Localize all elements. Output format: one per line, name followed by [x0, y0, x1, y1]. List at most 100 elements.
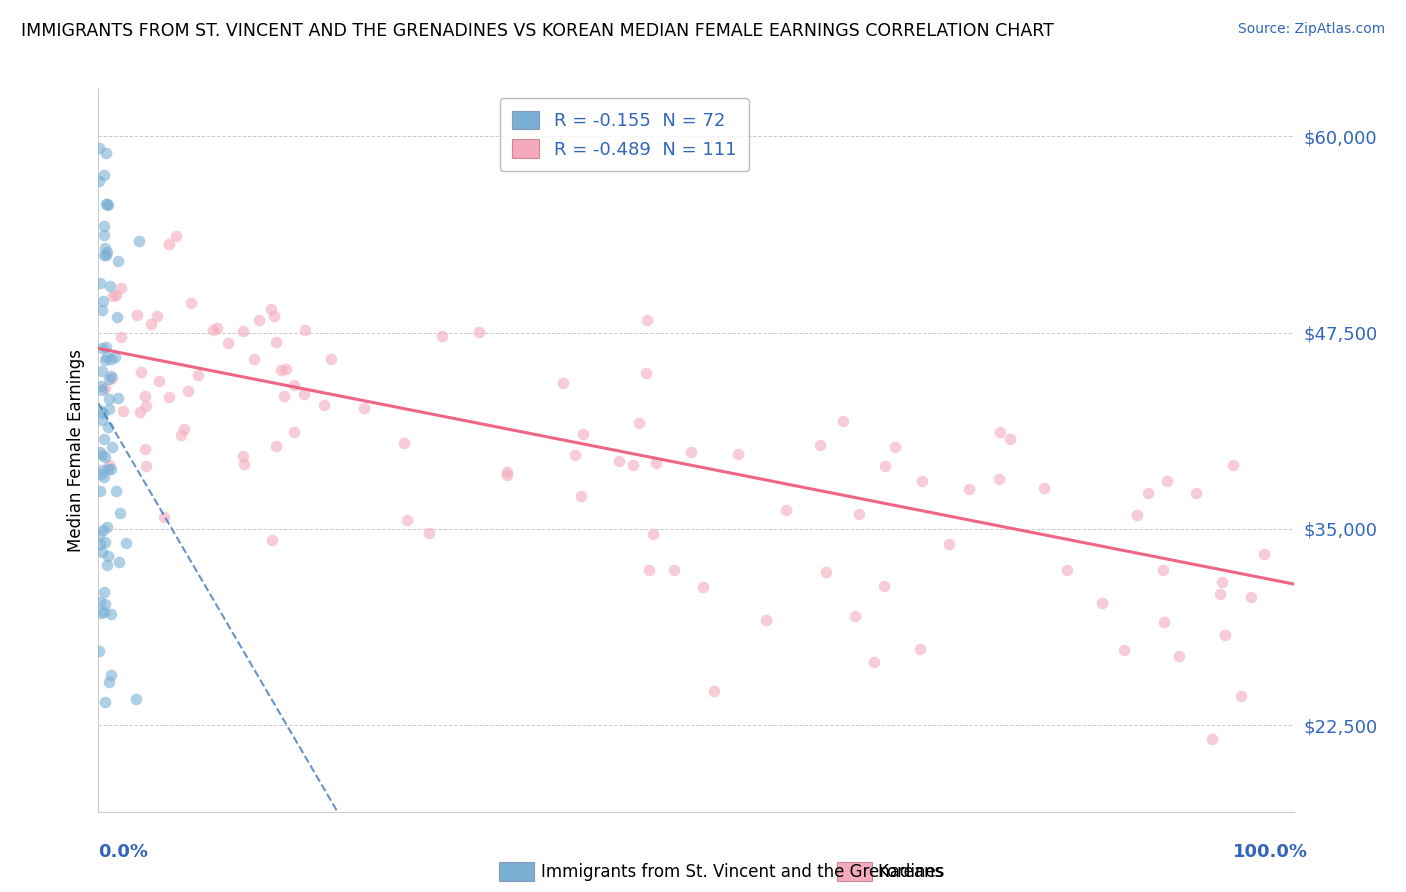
Point	[1091, 596, 1114, 610]
Point	[134, 442, 156, 456]
Point	[263, 309, 285, 323]
Point	[98, 279, 121, 293]
Point	[110, 281, 132, 295]
Point	[1222, 458, 1244, 472]
Point	[569, 490, 592, 504]
Point	[755, 613, 778, 627]
Point	[90, 404, 112, 418]
Point	[134, 389, 156, 403]
Point	[90, 463, 112, 477]
Point	[177, 384, 200, 399]
Point	[139, 317, 162, 331]
Point	[634, 367, 657, 381]
Point	[100, 352, 122, 367]
Point	[89, 595, 111, 609]
Point	[157, 390, 180, 404]
Point	[1240, 590, 1263, 604]
Point	[89, 276, 111, 290]
Point	[260, 301, 283, 316]
Point	[1185, 485, 1208, 500]
Legend: R = -0.155  N = 72, R = -0.489  N = 111: R = -0.155 N = 72, R = -0.489 N = 111	[499, 98, 749, 171]
Point	[283, 425, 305, 440]
Point	[170, 428, 193, 442]
Point	[89, 537, 111, 551]
Point	[911, 474, 934, 488]
Point	[107, 253, 129, 268]
Point	[266, 334, 288, 349]
Point	[91, 448, 114, 462]
Point	[432, 329, 454, 343]
Point	[205, 321, 228, 335]
Point	[292, 387, 315, 401]
Point	[129, 405, 152, 419]
Point	[353, 401, 375, 415]
Point	[1168, 648, 1191, 663]
Point	[89, 528, 111, 542]
Point	[89, 484, 111, 499]
Point	[157, 237, 180, 252]
Point	[108, 506, 131, 520]
Point	[180, 295, 202, 310]
Point	[93, 168, 115, 182]
Point	[94, 597, 117, 611]
Point	[957, 483, 980, 497]
Point	[273, 389, 295, 403]
Point	[89, 445, 111, 459]
Point	[96, 558, 118, 572]
Text: 100.0%: 100.0%	[1233, 843, 1308, 861]
Point	[93, 227, 115, 242]
Point	[201, 323, 224, 337]
Point	[94, 450, 117, 464]
Point	[145, 309, 167, 323]
Point	[165, 229, 187, 244]
Point	[100, 461, 122, 475]
Point	[89, 644, 111, 658]
Point	[101, 371, 124, 385]
Point	[135, 458, 157, 473]
Point	[90, 379, 112, 393]
Point	[495, 467, 517, 482]
Point	[988, 472, 1011, 486]
Text: IMMIGRANTS FROM ST. VINCENT AND THE GRENADINES VS KOREAN MEDIAN FEMALE EARNINGS : IMMIGRANTS FROM ST. VINCENT AND THE GREN…	[21, 22, 1054, 40]
Point	[91, 341, 114, 355]
Point	[91, 413, 114, 427]
Point	[105, 288, 128, 302]
Point	[91, 544, 114, 558]
Point	[101, 440, 124, 454]
Point	[607, 454, 630, 468]
Point	[152, 509, 174, 524]
Point	[703, 684, 725, 698]
Point	[645, 456, 668, 470]
Point	[93, 219, 115, 234]
Point	[314, 398, 336, 412]
Point	[96, 520, 118, 534]
Point	[392, 435, 415, 450]
Point	[131, 365, 153, 379]
Point	[1126, 508, 1149, 522]
Point	[93, 470, 115, 484]
Point	[572, 426, 595, 441]
Point	[692, 580, 714, 594]
Point	[91, 523, 114, 537]
Point	[135, 399, 157, 413]
Point	[232, 450, 254, 464]
Point	[90, 467, 112, 481]
Point	[775, 502, 797, 516]
Point	[93, 432, 115, 446]
Point	[108, 555, 131, 569]
Point	[96, 350, 118, 364]
Point	[283, 377, 305, 392]
Point	[243, 351, 266, 366]
Point	[90, 606, 112, 620]
Point	[93, 535, 115, 549]
Point	[96, 245, 118, 260]
Point	[636, 313, 658, 327]
Point	[97, 419, 120, 434]
Point	[105, 310, 128, 324]
Point	[94, 381, 117, 395]
Point	[468, 326, 491, 340]
Point	[105, 483, 128, 498]
Point	[294, 323, 316, 337]
Point	[187, 368, 209, 382]
Point	[173, 422, 195, 436]
